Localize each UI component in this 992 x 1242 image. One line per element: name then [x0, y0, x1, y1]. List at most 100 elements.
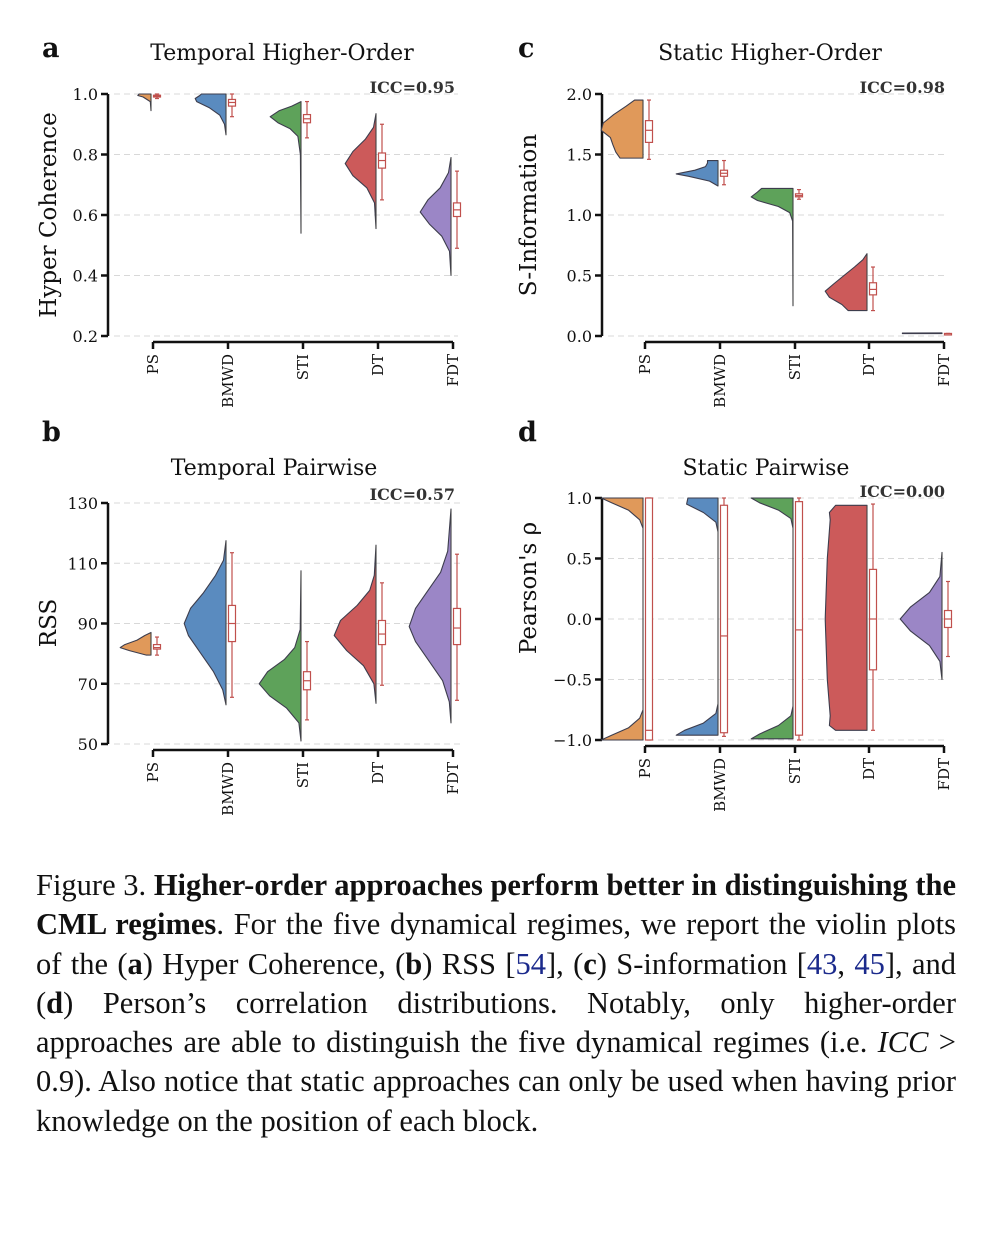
violin-dt — [344, 113, 377, 230]
x-tick-label: BMWD — [219, 762, 237, 816]
violin-fdt — [408, 508, 452, 724]
violin-fdt — [901, 332, 943, 335]
violin-sti — [750, 187, 794, 307]
chart-title: Temporal Higher-Order — [150, 41, 414, 66]
caption-text: ) Hyper Coherence, ( — [142, 946, 406, 981]
violin-sti — [750, 497, 794, 740]
caption-text: . For the five dynamical regimes, we rep… — [36, 907, 956, 981]
violin-dt — [824, 253, 868, 312]
y-tick-label: −1.0 — [553, 731, 592, 750]
box-iqr — [644, 497, 654, 741]
x-tick-label: BMWD — [711, 758, 729, 812]
icc-annotation: ICC=0.98 — [860, 78, 945, 97]
y-tick-label: 1.0 — [567, 206, 592, 225]
panel-d: d Static Pairwise ICC=0.00 Pearson's ρ −1.0 −… — [516, 417, 953, 812]
violin-fdt — [419, 156, 452, 277]
x-tick-label: STI — [786, 354, 804, 380]
y-axis-label: Hyper Coherence — [36, 112, 62, 317]
caption-text: Higher-order approaches perform better i… — [36, 868, 956, 942]
y-tick-label: 0.0 — [567, 327, 592, 346]
caption-text: > 0.9). Also notice that static approach… — [36, 1025, 956, 1138]
x-tick-label: FDT — [444, 354, 462, 386]
panel-a: a Temporal Higher-Order ICC=0.95 Hyper Cohe… — [36, 33, 462, 408]
panel-label: a — [42, 33, 60, 64]
y-tick-label: −0.5 — [553, 671, 592, 690]
citation-link[interactable]: 45 — [854, 946, 885, 981]
panel-label: d — [518, 417, 537, 448]
chart-title: Static Pairwise — [683, 456, 850, 481]
x-tick-label: STI — [786, 758, 804, 784]
violin-bmwd — [194, 93, 227, 136]
caption-text: ICC — [877, 1025, 929, 1060]
x-tick-label: STI — [294, 354, 312, 380]
y-tick-label: 2.0 — [567, 85, 592, 104]
y-tick-label: 50 — [78, 735, 98, 754]
box-iqr — [152, 643, 162, 650]
violin-dt — [333, 544, 377, 704]
y-axis-label: Pearson's ρ — [516, 522, 542, 654]
chart-title: Temporal Pairwise — [171, 456, 378, 481]
violin-dt — [824, 504, 868, 731]
panel-c: c Static Higher-Order ICC=0.98 S-Informatio… — [516, 33, 953, 408]
violin-ps — [119, 631, 152, 656]
citation-link[interactable]: 43 — [806, 946, 838, 981]
caption-text: d — [46, 985, 64, 1020]
x-tick-label: DT — [860, 354, 878, 376]
chart-title: Static Higher-Order — [658, 41, 882, 66]
caption-text: a — [127, 946, 143, 981]
x-tick-label: DT — [860, 758, 878, 780]
panel-b: b Temporal Pairwise ICC=0.57 RSS 50 70 90 110 13… — [36, 417, 462, 816]
x-tick-label: PS — [636, 758, 654, 778]
x-tick-label: FDT — [935, 354, 953, 386]
caption-text: , — [837, 946, 855, 981]
y-tick-label: 90 — [78, 615, 98, 634]
caption-text: ], and ( — [36, 946, 956, 1020]
box-iqr — [868, 282, 878, 296]
y-tick-label: 0.2 — [73, 327, 98, 346]
figure-caption: Figure 3. Higher-order approaches perfor… — [36, 866, 956, 1141]
y-tick-label: 1.0 — [73, 85, 98, 104]
y-tick-label: 0.8 — [73, 146, 98, 165]
y-tick-label: 110 — [67, 554, 98, 573]
y-tick-label: 0.5 — [567, 550, 592, 569]
figure-3: a Temporal Higher-Order ICC=0.95 Hyper Cohe… — [36, 33, 953, 816]
violin-bmwd — [675, 497, 719, 736]
x-tick-label: FDT — [935, 758, 953, 790]
y-tick-label: 1.0 — [567, 489, 592, 508]
caption-text: ) S-information [ — [596, 946, 807, 981]
x-tick-label: DT — [369, 354, 387, 376]
caption-text: ) RSS [ — [422, 946, 516, 981]
y-tick-label: 1.5 — [567, 146, 592, 165]
citation-link[interactable]: 54 — [515, 946, 546, 981]
y-axis-label: S-Information — [516, 134, 542, 297]
x-tick-label: BMWD — [219, 354, 237, 408]
caption-text: ) Person’s correlation distributions. No… — [36, 985, 956, 1060]
box-iqr — [794, 501, 804, 736]
y-tick-label: 70 — [78, 675, 98, 694]
x-tick-label: STI — [294, 762, 312, 788]
icc-annotation: ICC=0.00 — [860, 482, 945, 501]
violin-ps — [600, 99, 644, 159]
icc-annotation: ICC=0.95 — [370, 78, 455, 97]
violin-ps — [137, 93, 152, 112]
caption-text: ], ( — [545, 946, 584, 981]
x-tick-label: BMWD — [711, 354, 729, 408]
y-tick-label: 0.4 — [73, 267, 98, 286]
y-tick-label: 130 — [67, 494, 98, 513]
y-tick-label: 0.6 — [73, 206, 98, 225]
caption-text: Figure 3. — [36, 868, 154, 902]
violin-sti — [258, 570, 302, 742]
violin-sti — [269, 101, 302, 234]
caption-text: b — [405, 946, 423, 981]
panel-label: c — [518, 33, 534, 64]
box-iqr — [377, 619, 387, 646]
violin-bmwd — [183, 540, 227, 706]
box-iqr — [868, 568, 878, 671]
box-iqr — [719, 504, 729, 734]
x-tick-label: FDT — [444, 762, 462, 794]
box-iqr — [452, 607, 462, 646]
y-tick-label: 0.5 — [567, 267, 592, 286]
violin-bmwd — [675, 160, 719, 187]
x-tick-label: DT — [369, 762, 387, 784]
y-axis-label: RSS — [36, 599, 62, 647]
